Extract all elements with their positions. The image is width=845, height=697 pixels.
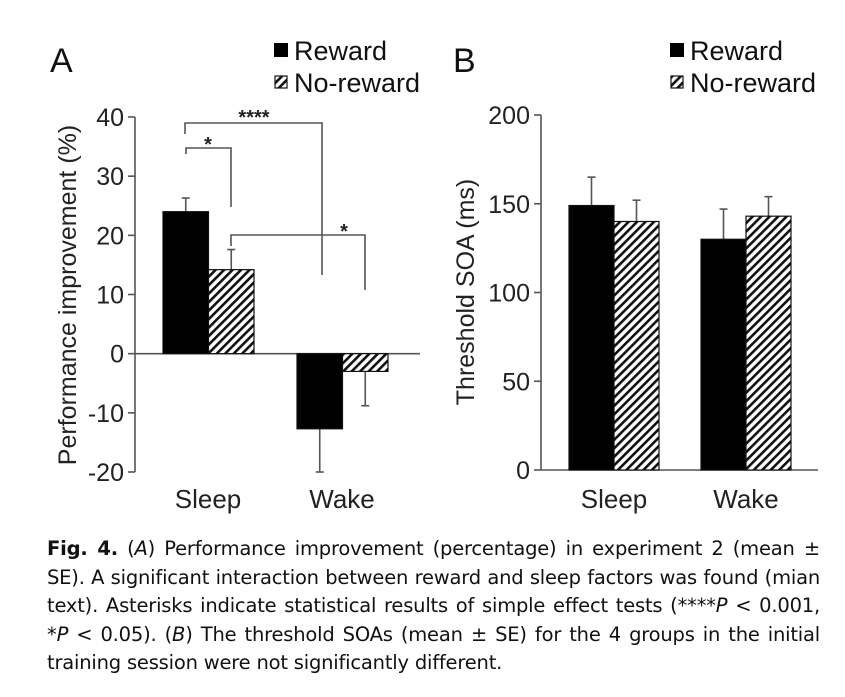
x-label-wake-b: Wake [713, 484, 779, 514]
significance-label: * [340, 221, 348, 243]
y-tick-label: 20 [96, 222, 124, 250]
y-axis-label-a: Performance improvement (%) [54, 125, 82, 465]
caption-italic: P [715, 594, 728, 617]
y-axis-label-b: Threshold SOA (ms) [452, 179, 480, 405]
bar-wake-reward [296, 353, 344, 430]
panel-label-b: B [453, 42, 476, 80]
bar-sleep-no-reward [207, 269, 255, 355]
y-tick-label: 150 [488, 191, 530, 219]
legend-swatch-reward [274, 43, 288, 57]
x-label-sleep-b: Sleep [581, 484, 648, 514]
y-tick-label: 100 [488, 280, 530, 308]
bar-sleep-reward [568, 204, 615, 471]
y-tick-label: 200 [488, 102, 530, 130]
bar-sleep-no-reward [613, 220, 660, 471]
legend-label-no-reward: No-reward [690, 68, 816, 98]
legend-swatch-reward [670, 43, 684, 57]
legend-label-reward: Reward [690, 36, 783, 66]
bar-wake-reward [700, 238, 747, 471]
significance-bracket [185, 147, 232, 207]
axes-a: 40 30 20 10 0 -10 -20 [88, 104, 420, 487]
bar-wake-no-reward [745, 215, 792, 471]
panel-b: B Reward No-reward Threshold SOA (ms) 20… [452, 36, 818, 514]
y-tick-label: 0 [110, 341, 124, 369]
y-tick-label: 10 [96, 282, 124, 310]
y-tick-label: -10 [88, 400, 124, 428]
bar-sleep-reward [162, 211, 210, 355]
x-label-sleep-a: Sleep [175, 484, 242, 514]
panel-a: A Reward No-reward Performance improveme… [50, 36, 420, 514]
figure-number: Fig. 4. [47, 537, 118, 560]
x-label-wake-a: Wake [309, 484, 375, 514]
legend-swatch-no-reward [670, 75, 684, 89]
y-tick-label: -20 [88, 459, 124, 487]
y-tick-label: 50 [502, 368, 530, 396]
caption-text: ) Performance improvement (percentage) i… [47, 537, 820, 617]
legend-label-no-reward: No-reward [294, 68, 420, 98]
y-tick-label: 40 [96, 104, 124, 132]
caption-italic: P [56, 622, 69, 646]
significance-bracket [184, 122, 323, 275]
bar-wake-no-reward [341, 353, 389, 373]
axes-b: 200 150 100 50 0 [488, 102, 818, 485]
bars-a [162, 197, 389, 473]
bars-b [568, 176, 792, 471]
legend-swatch-no-reward [274, 75, 288, 89]
legend-label-reward: Reward [294, 36, 387, 66]
y-tick-label: 0 [516, 457, 530, 485]
figure: A Reward No-reward Performance improveme… [50, 36, 818, 514]
significance-bracket [230, 234, 366, 290]
caption-body: (A) Performance improvement (percentage)… [47, 537, 820, 674]
caption-text: < 0.001, * [47, 594, 820, 646]
significance-brackets: ****** [184, 107, 366, 290]
caption-text: < 0.05). ( [68, 622, 173, 646]
caption-italic: A [134, 537, 148, 560]
figure-caption: Fig. 4. (A) Performance improvement (per… [47, 535, 820, 678]
significance-label: * [204, 134, 212, 156]
caption-italic: B [172, 622, 186, 646]
y-tick-label: 30 [96, 163, 124, 191]
caption-text: ( [117, 537, 135, 560]
significance-label: **** [238, 107, 269, 129]
panel-label-a: A [50, 42, 73, 80]
caption-text: ) The threshold SOAs (mean ± SE) for the… [47, 622, 820, 675]
